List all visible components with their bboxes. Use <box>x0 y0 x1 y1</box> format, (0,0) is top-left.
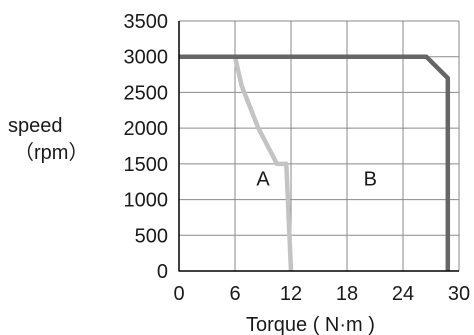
y-tick-label: 3000 <box>124 47 169 69</box>
x-tick-label: 6 <box>229 283 240 305</box>
y-tick-label: 2000 <box>124 118 169 140</box>
x-tick-labels: 0 6 12 18 24 30 <box>173 283 470 305</box>
y-tick-labels: 0 500 1000 1500 2000 2500 3000 3500 <box>124 11 169 283</box>
y-tick-label: 500 <box>135 225 168 247</box>
y-axis-unit-label: （rpm） <box>14 141 88 164</box>
series-line-2 <box>179 54 451 271</box>
y-tick-label: 3500 <box>124 11 169 33</box>
series-layer <box>179 54 451 272</box>
x-tick-label: 0 <box>173 283 184 305</box>
y-tick-label: 1500 <box>124 154 169 176</box>
x-axis-label: Torque ( N·m ) <box>246 314 375 335</box>
x-tick-label: 30 <box>448 283 470 305</box>
axes <box>178 21 459 272</box>
grid <box>178 20 460 272</box>
x-tick-label: 24 <box>392 283 414 305</box>
region-label-b: B <box>364 168 377 190</box>
y-tick-label: 0 <box>157 261 168 283</box>
y-tick-label: 1000 <box>124 190 169 212</box>
y-tick-label: 2500 <box>124 82 169 104</box>
x-tick-label: 12 <box>280 283 302 305</box>
x-tick-label: 18 <box>336 283 358 305</box>
region-label-a: A <box>256 168 270 190</box>
y-axis-label: speed <box>8 115 63 137</box>
